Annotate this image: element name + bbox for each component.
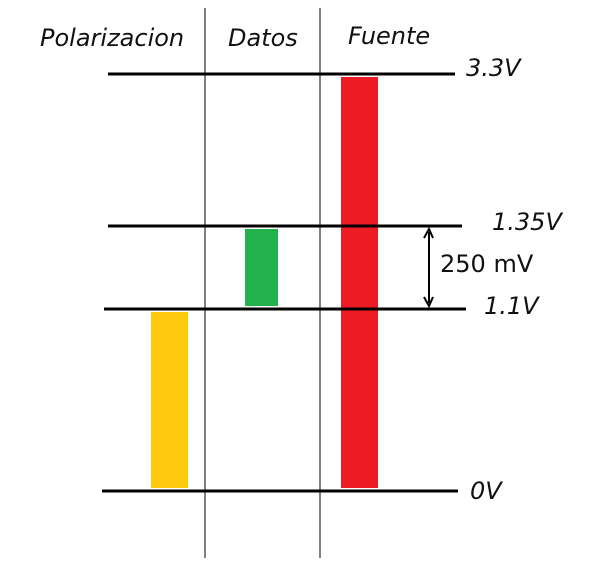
level-label-0v: 0V	[470, 477, 503, 505]
column-label-polarizacion: Polarizacion	[40, 24, 184, 52]
arrow-head-up	[423, 226, 434, 239]
bar-datos	[245, 229, 278, 306]
level-label-1v1: 1.1V	[484, 292, 540, 320]
span-arrow	[423, 226, 434, 309]
bar-polarizacion	[151, 312, 188, 488]
bar-fuente	[341, 77, 378, 488]
span-label: 250 mV	[440, 250, 534, 278]
level-label-1v35: 1.35V	[492, 208, 563, 236]
column-label-datos: Datos	[228, 24, 298, 52]
column-label-fuente: Fuente	[348, 22, 430, 50]
arrow-head-down	[423, 296, 434, 309]
level-label-3v3: 3.3V	[466, 54, 522, 82]
